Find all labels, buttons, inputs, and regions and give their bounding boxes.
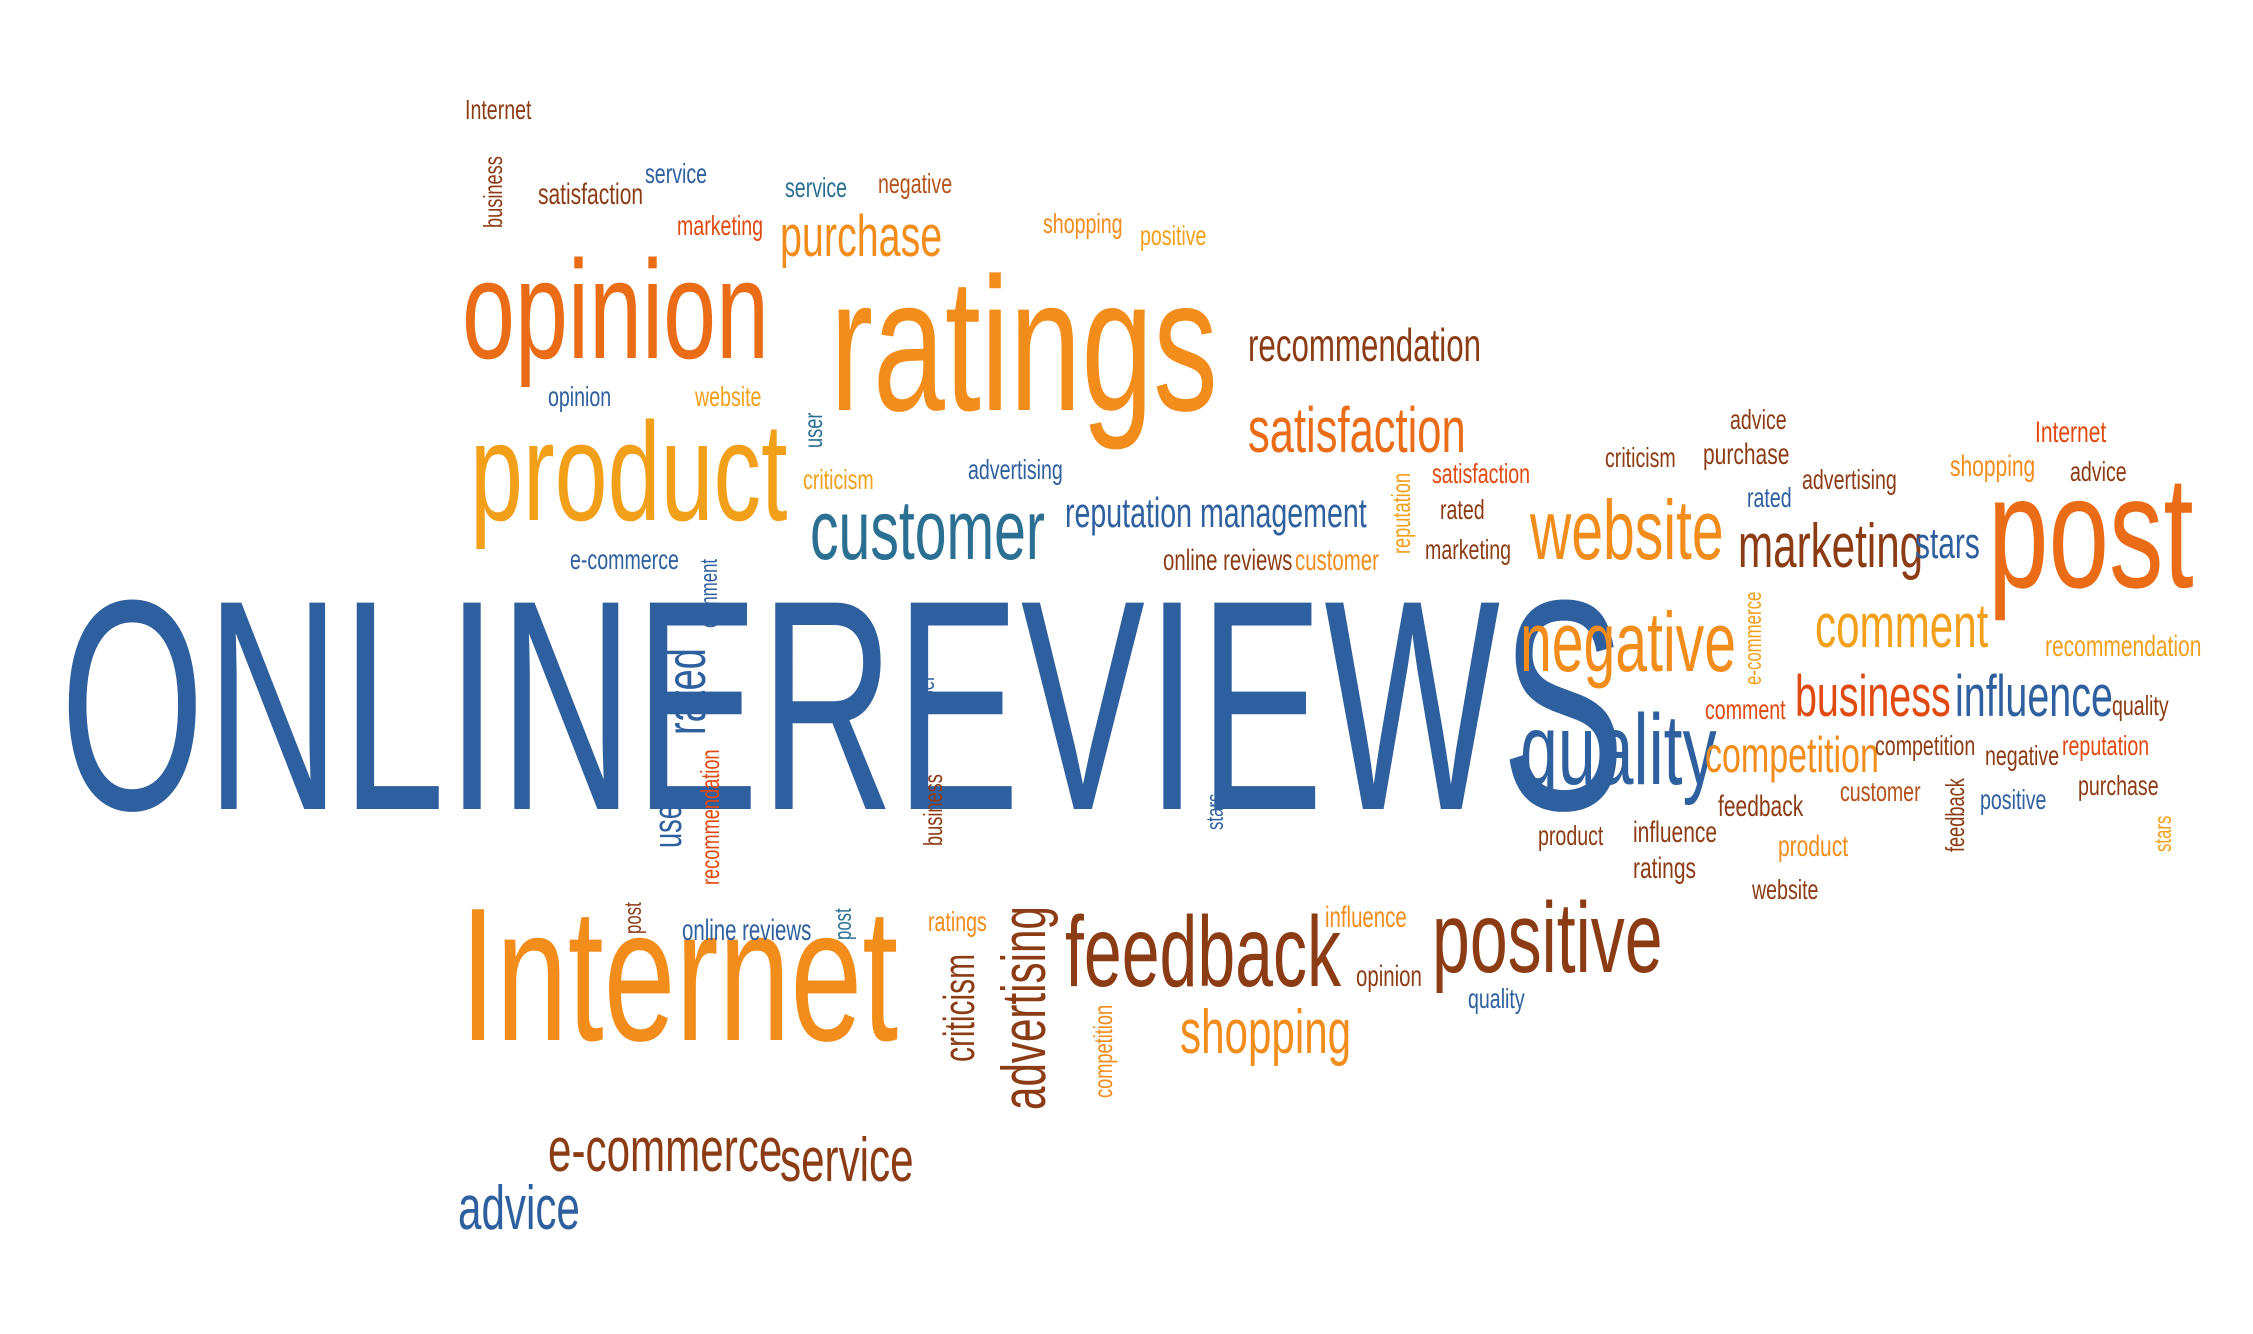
word: customer xyxy=(1295,544,1379,577)
word: rated xyxy=(1440,494,1485,525)
word: positive xyxy=(1140,220,1207,251)
word: satisfaction xyxy=(1248,394,1466,466)
word: influence xyxy=(1633,816,1718,849)
word: positive xyxy=(1432,882,1663,994)
word: rated xyxy=(654,648,717,735)
word: advice xyxy=(1730,404,1787,435)
word: business xyxy=(478,156,508,228)
word: advertising xyxy=(968,454,1063,485)
word: advertising xyxy=(1802,464,1897,495)
headline-online: ONLINE xyxy=(60,537,760,873)
word: purchase xyxy=(780,204,943,269)
word: comment xyxy=(1815,592,1989,661)
word: product xyxy=(1778,830,1849,863)
word: reputation management xyxy=(1065,489,1367,536)
word: website xyxy=(1530,483,1724,577)
word: website xyxy=(695,381,762,412)
headline-reviews: REVIEWS xyxy=(760,537,1627,873)
word: shopping xyxy=(1043,208,1123,239)
word: feedback xyxy=(1065,896,1341,1008)
word: influence xyxy=(1325,901,1407,934)
word: reputation xyxy=(2062,730,2150,761)
word: criticism xyxy=(935,953,984,1062)
word: feedback xyxy=(1940,778,1970,852)
word: user xyxy=(913,675,940,708)
word: shopping xyxy=(1180,998,1352,1067)
word: purchase xyxy=(2078,770,2159,801)
word: service xyxy=(645,158,708,189)
word: satisfaction xyxy=(1432,458,1531,489)
word: comment xyxy=(1705,694,1786,725)
word: ratings xyxy=(830,239,1218,451)
word: recommendation xyxy=(1248,319,1481,371)
word: website xyxy=(1752,874,1819,905)
word: advice xyxy=(458,1174,580,1243)
word: marketing xyxy=(1425,534,1512,565)
word: product xyxy=(470,393,788,550)
word: ratings xyxy=(1633,852,1697,885)
word: criticism xyxy=(803,464,874,495)
word: stars xyxy=(1202,793,1229,830)
word: stars xyxy=(1915,519,1980,568)
word: Internet xyxy=(465,94,532,125)
word: post xyxy=(830,908,857,940)
word: online reviews xyxy=(1163,544,1293,577)
word: marketing xyxy=(1738,512,1924,581)
word: e-commerce xyxy=(1740,591,1767,685)
word: e-commerce xyxy=(570,544,679,575)
word: user xyxy=(798,412,828,448)
word: influence xyxy=(1955,664,2113,729)
word: quality xyxy=(1520,694,1717,806)
word: feedback xyxy=(1718,790,1804,823)
word: quality xyxy=(2112,690,2169,721)
word: post xyxy=(1988,442,2194,621)
word: customer xyxy=(1840,776,1921,807)
word: service xyxy=(785,172,848,203)
word: service xyxy=(780,1126,914,1195)
word: comment xyxy=(696,558,723,628)
word: user xyxy=(646,795,690,848)
word: reputation xyxy=(1386,473,1416,554)
word: opinion xyxy=(548,381,612,412)
word: business xyxy=(1795,664,1951,729)
word: competition xyxy=(1705,727,1879,783)
word: negative xyxy=(878,168,953,199)
word: stars xyxy=(2150,815,2177,852)
word: Internet xyxy=(2035,416,2107,449)
word: criticism xyxy=(1605,442,1676,473)
word: positive xyxy=(1980,784,2047,815)
word: negative xyxy=(1985,740,2060,771)
word: recommendation xyxy=(2045,630,2202,663)
word: recommendation xyxy=(695,749,725,885)
word: customer xyxy=(810,483,1045,577)
word: marketing xyxy=(677,210,764,241)
word: ratings xyxy=(928,906,987,937)
word: quality xyxy=(1468,983,1525,1014)
word: shopping xyxy=(1950,450,2036,483)
word: advice xyxy=(2070,456,2127,487)
word: e-commerce xyxy=(548,1116,783,1185)
word: business xyxy=(918,774,948,846)
word: satisfaction xyxy=(538,178,644,211)
word: opinion xyxy=(1356,960,1422,993)
word: product xyxy=(1538,820,1604,851)
word: opinion xyxy=(462,231,770,388)
word: rated xyxy=(1747,482,1792,513)
word: post xyxy=(620,902,647,934)
word: advertising xyxy=(990,906,1059,1110)
word: purchase xyxy=(1703,438,1790,471)
word: online reviews xyxy=(682,914,812,947)
word: Internet xyxy=(460,869,899,1081)
word: competition xyxy=(1875,730,1976,761)
word: competition xyxy=(1088,1004,1118,1098)
word: negative xyxy=(1520,595,1736,689)
